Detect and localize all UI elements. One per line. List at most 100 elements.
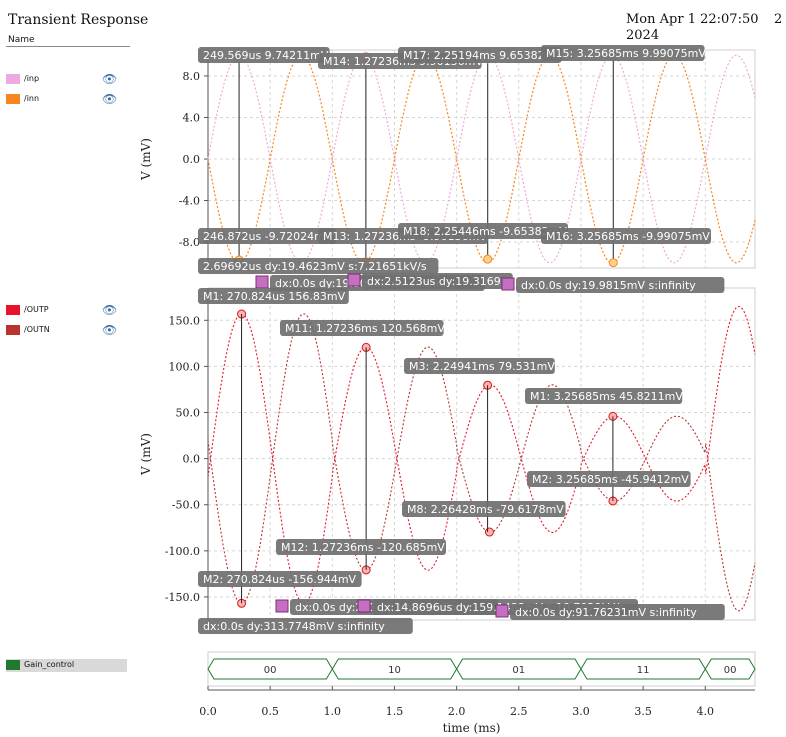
legend-swatch-outp [6, 305, 20, 315]
marker-label-box [541, 45, 705, 61]
marker-label: M3: 2.24941ms 79.531mV [409, 360, 555, 373]
delta-label: dx:0.0s dy:313.7748mV s:infinity [203, 620, 385, 633]
marker-label: M17: 2.25194ms 9.65382mV [403, 49, 563, 62]
legend-swatch-inp [6, 74, 20, 84]
legend-item-gain-control[interactable]: Gain_control [6, 659, 114, 673]
x-tick-label: 2.5 [510, 705, 528, 718]
marker-label-box [402, 501, 566, 517]
marker-label-box [398, 223, 568, 239]
marker-label: 249.569us 9.74211mV [203, 49, 329, 62]
x-tick-label: 4.0 [697, 705, 715, 718]
timestamp-line1: Mon Apr 1 22:07:50 [626, 12, 759, 27]
panel2-ytick-label: -50.0 [172, 499, 200, 512]
bus-plot-area [207, 651, 756, 687]
marker-label: M2: 270.824us -156.944mV [203, 573, 357, 586]
delta-icon [255, 275, 269, 289]
legend-item-inn[interactable]: /inn 👁 [6, 92, 118, 107]
panel2-ytick-label: 0.0 [183, 453, 201, 466]
bus-segment [704, 658, 756, 680]
delta-icon [275, 599, 289, 613]
marker-label-box [404, 358, 555, 374]
eye-icon[interactable]: 👁 [102, 303, 118, 317]
header-divider [6, 46, 130, 47]
legend-item-inp[interactable]: /inp 👁 [6, 72, 118, 87]
marker-point-inn [608, 258, 618, 268]
marker-label-box [198, 288, 349, 304]
bus-segment-value: 10 [388, 665, 401, 676]
series-OUTP-line [207, 305, 756, 604]
marker-point [484, 527, 494, 537]
marker-point-inn [483, 254, 493, 264]
legend-label-outn: /OUTN [24, 325, 50, 334]
marker-label: M11: 1.27236ms 120.568mV [285, 322, 445, 335]
delta-label-box [516, 277, 725, 293]
marker-label: M12: 1.27236ms -120.685mV [281, 541, 445, 554]
panel2-ytick-label: 50.0 [176, 407, 201, 420]
legend-swatch-outn [6, 325, 20, 335]
legend-item-outn[interactable]: /OUTN 👁 [6, 323, 118, 338]
panel1-ytick-label: -8.0 [179, 236, 200, 249]
x-tick-label: 2.0 [448, 705, 466, 718]
panel2-ytick-label: 100.0 [169, 360, 201, 373]
eye-icon[interactable]: 👁 [102, 92, 118, 106]
panel2-ylabel: V (mV) [139, 433, 153, 476]
panel1-ytick-label: 8.0 [183, 70, 201, 83]
bus-segment-value: 00 [264, 665, 277, 676]
legend-swatch-gain-control [6, 660, 20, 670]
bus-segment-value: 01 [512, 665, 525, 676]
legend-label-inp: /inp [24, 74, 40, 83]
eye-icon[interactable]: 👁 [102, 323, 118, 337]
timestamp-line2: 2024 [626, 28, 660, 43]
marker-label-box [198, 228, 336, 244]
marker-label: M16: 3.25685ms -9.99075mV [546, 230, 710, 243]
marker-label-box [198, 47, 330, 63]
legend-item-outp[interactable]: /OUTP 👁 [6, 303, 118, 318]
marker-label-box [276, 539, 446, 555]
series-OUTN-line [207, 313, 756, 612]
page-title: Transient Response [8, 12, 149, 28]
marker-label: M15: 3.25685ms 9.99075mV [546, 47, 706, 60]
bus-segment-value: 11 [637, 665, 650, 676]
marker-label: 246.872us -9.72024mV [203, 230, 333, 243]
x-axis-label: time (ms) [443, 721, 501, 735]
delta-label: dx:0.0s dy:91.76231mV s:infinity [515, 606, 697, 619]
panel1-ytick-label: 0.0 [183, 153, 201, 166]
delta-icon [501, 277, 515, 291]
name-column-header: Name [8, 35, 35, 45]
delta-label-box [510, 604, 725, 620]
marker-label: M18: 2.25446ms -9.65382mV [403, 225, 567, 238]
panel2-ytick-label: -150.0 [165, 591, 200, 604]
panel1-ytick-label: 4.0 [183, 111, 201, 124]
delta-icon [347, 273, 361, 287]
panel2-ytick-label: -100.0 [165, 545, 200, 558]
eye-icon[interactable]: 👁 [102, 72, 118, 86]
marker-label-box [527, 471, 691, 487]
marker-label: M2: 3.25685ms -45.9412mV [532, 473, 689, 486]
delta-label-box [198, 258, 439, 274]
x-tick-label: 1.0 [324, 705, 342, 718]
delta-icon [357, 599, 371, 613]
marker-label-box [525, 388, 683, 404]
panel2-plot-area [207, 287, 756, 621]
marker-label-box [280, 320, 444, 336]
x-tick-label: 3.5 [634, 705, 652, 718]
panel2-ytick-label: 150.0 [169, 314, 201, 327]
marker-label-box [541, 228, 711, 244]
marker-label: M1: 3.25685ms 45.8211mV [530, 390, 683, 403]
panel1-ytick-label: -4.0 [179, 195, 200, 208]
timestamp: Mon Apr 1 22:07:50 2024 [626, 12, 759, 44]
x-tick-label: 0.0 [199, 705, 217, 718]
x-tick-label: 1.5 [386, 705, 404, 718]
marker-label-box [398, 47, 562, 63]
legend-label-gain-control: Gain_control [24, 660, 75, 669]
delta-icon [495, 604, 509, 618]
page-number: 2 [774, 12, 783, 27]
bus-segment-value: 00 [724, 665, 737, 676]
marker-label: M8: 2.26428ms -79.6178mV [407, 503, 564, 516]
marker-label: M1: 270.824us 156.83mV [203, 290, 346, 303]
delta-label: 2.69692us dy:19.4623mV s:7.21651kV/s [203, 260, 427, 273]
legend-swatch-inn [6, 94, 20, 104]
digital-signal-row [6, 659, 127, 672]
delta-label: dx:2.5123us dy:19.3169 [367, 275, 501, 288]
